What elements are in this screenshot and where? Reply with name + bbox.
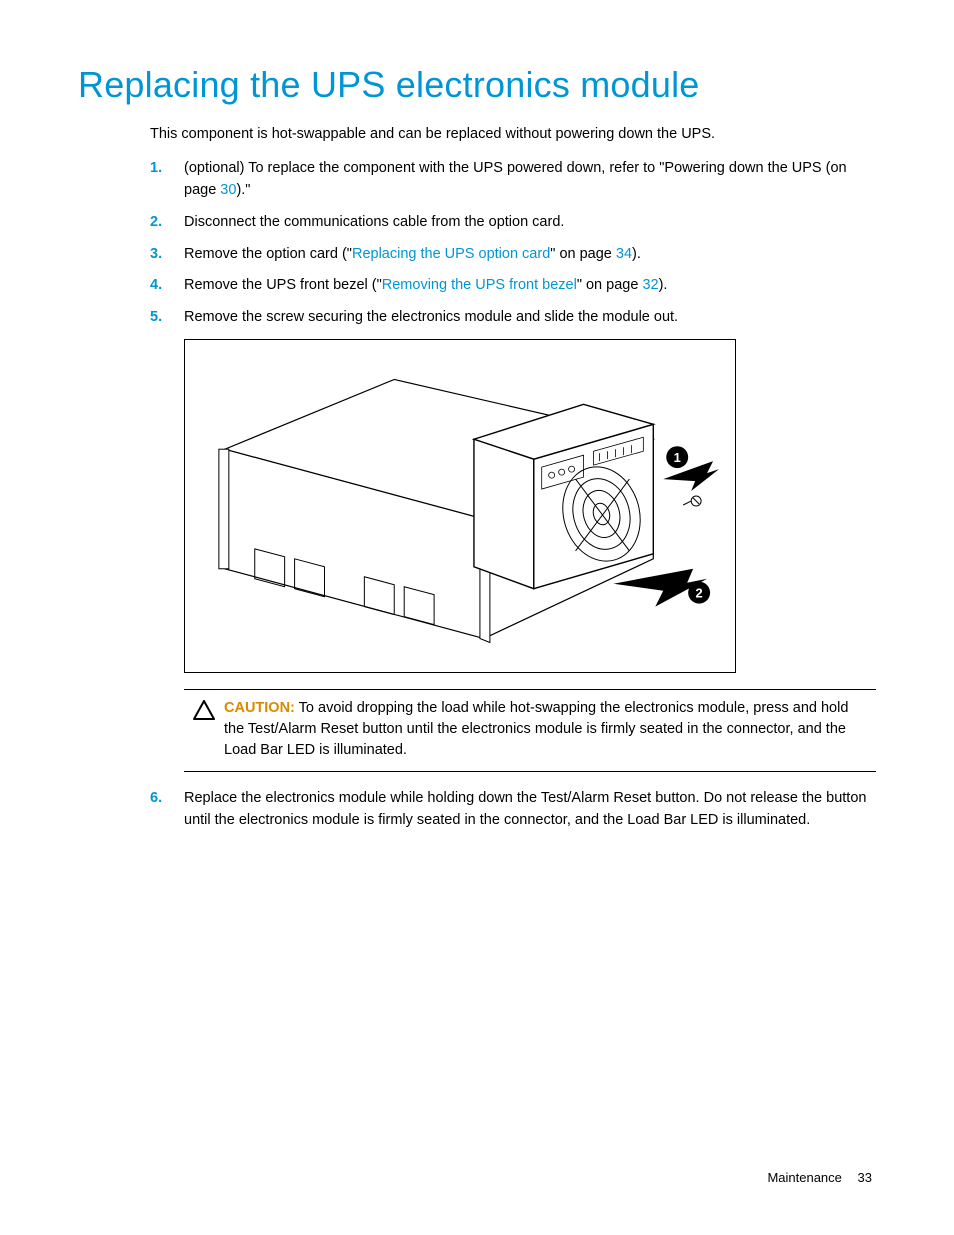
diagram-svg: 1 2: [185, 339, 735, 673]
footer-section: Maintenance: [767, 1170, 841, 1185]
steps-list: 1. (optional) To replace the component w…: [150, 158, 876, 329]
callout-1-label: 1: [674, 450, 681, 465]
page-title: Replacing the UPS electronics module: [78, 64, 876, 106]
text-fragment: Remove the option card (": [184, 246, 352, 262]
text-fragment: Remove the UPS front bezel (": [184, 277, 382, 293]
step-number: 4.: [150, 275, 184, 297]
step-text: Remove the screw securing the electronic…: [184, 307, 876, 329]
text-fragment: ).: [632, 246, 641, 262]
text-fragment: ).: [659, 277, 668, 293]
text-fragment: (optional) To replace the component with…: [184, 160, 847, 198]
step-5: 5. Remove the screw securing the electro…: [150, 307, 876, 329]
page-footer: Maintenance 33: [767, 1170, 872, 1185]
step-text: Remove the option card ("Replacing the U…: [184, 244, 876, 266]
footer-page-number: 33: [858, 1170, 872, 1185]
xref-link-front-bezel[interactable]: Removing the UPS front bezel: [382, 277, 577, 293]
steps-list-continued: 6. Replace the electronics module while …: [150, 788, 876, 832]
step-3: 3. Remove the option card ("Replacing th…: [150, 244, 876, 266]
caution-icon: [184, 698, 224, 720]
figure-electronics-module: 1 2: [184, 339, 736, 673]
step-text: (optional) To replace the component with…: [184, 158, 876, 202]
caution-text: CAUTION: To avoid dropping the load whil…: [224, 698, 876, 761]
step-number: 3.: [150, 244, 184, 266]
step-number: 1.: [150, 158, 184, 180]
caution-body: To avoid dropping the load while hot-swa…: [224, 700, 848, 758]
text-fragment: ).": [236, 182, 250, 198]
step-text: Replace the electronics module while hol…: [184, 788, 876, 832]
callout-2-label: 2: [696, 585, 703, 600]
step-text: Remove the UPS front bezel ("Removing th…: [184, 275, 876, 297]
step-number: 6.: [150, 788, 184, 810]
text-fragment: " on page: [550, 246, 616, 262]
step-2: 2. Disconnect the communications cable f…: [150, 212, 876, 234]
page-link-30[interactable]: 30: [220, 182, 236, 198]
page-link-32[interactable]: 32: [642, 277, 658, 293]
xref-link-option-card[interactable]: Replacing the UPS option card: [352, 246, 550, 262]
step-number: 5.: [150, 307, 184, 329]
step-number: 2.: [150, 212, 184, 234]
step-6: 6. Replace the electronics module while …: [150, 788, 876, 832]
step-1: 1. (optional) To replace the component w…: [150, 158, 876, 202]
page-link-34[interactable]: 34: [616, 246, 632, 262]
step-4: 4. Remove the UPS front bezel ("Removing…: [150, 275, 876, 297]
caution-label: CAUTION:: [224, 700, 295, 716]
intro-text: This component is hot-swappable and can …: [150, 124, 876, 144]
caution-block: CAUTION: To avoid dropping the load whil…: [184, 689, 876, 772]
step-text: Disconnect the communications cable from…: [184, 212, 876, 234]
text-fragment: " on page: [577, 277, 643, 293]
